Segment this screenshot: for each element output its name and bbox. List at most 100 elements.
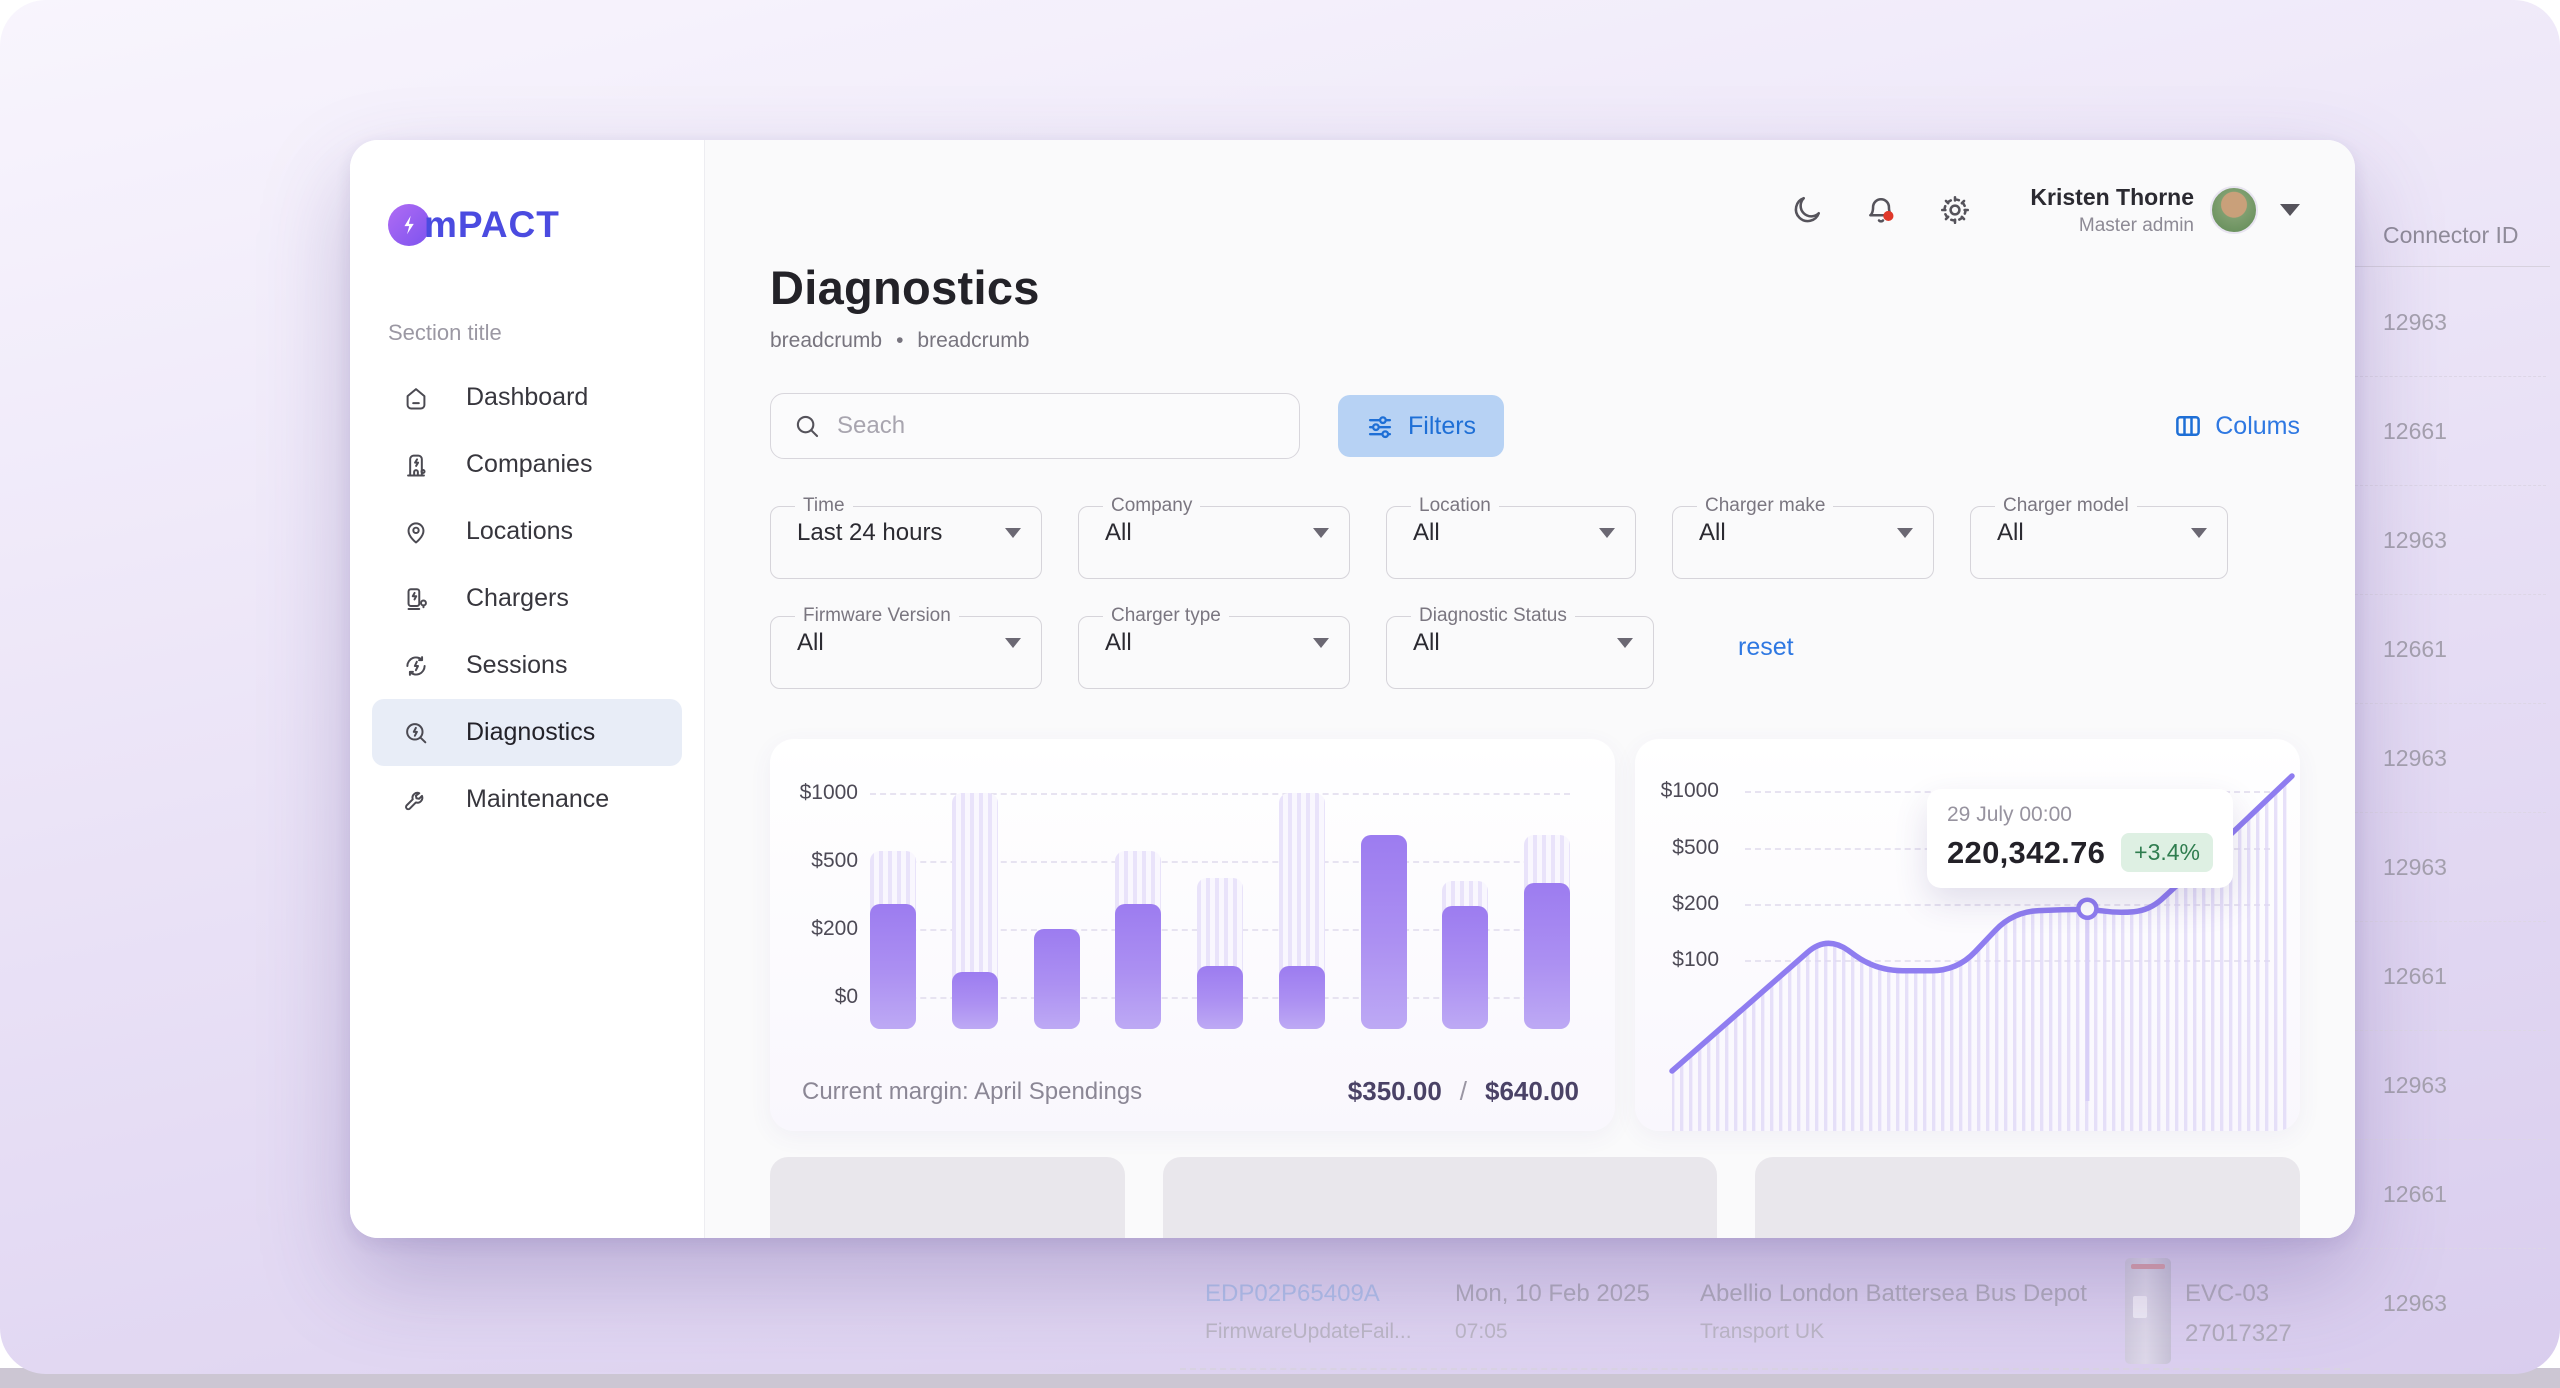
sidebar-item-dashboard[interactable]: Dashboard bbox=[372, 364, 682, 431]
columns-label: Colums bbox=[2215, 411, 2300, 440]
current-spend-value: $350.00 bbox=[1347, 1076, 1442, 1106]
filter-value: All bbox=[797, 629, 824, 656]
notifications-button[interactable] bbox=[1864, 193, 1898, 227]
columns-button[interactable]: Colums bbox=[2173, 411, 2300, 441]
y-tick: $0 bbox=[834, 985, 858, 1008]
filters-button[interactable]: Filters bbox=[1338, 395, 1505, 457]
location-filter[interactable]: Location All bbox=[1386, 495, 1636, 579]
y-tick: $1000 bbox=[799, 781, 858, 804]
charger-model-label: EVC-03 bbox=[2185, 1280, 2270, 1307]
filter-label: Company bbox=[1111, 495, 1193, 516]
sidebar: mPACT Section title Dashboard Companies … bbox=[350, 140, 705, 1238]
charger-type-filter[interactable]: Charger type All bbox=[1078, 605, 1350, 689]
filter-value: All bbox=[1997, 519, 2024, 546]
bell-icon bbox=[1869, 198, 1894, 223]
chart-footer: Current margin: April Spendings $350.00 … bbox=[802, 1076, 1579, 1107]
sidebar-item-label: Diagnostics bbox=[466, 718, 596, 746]
table-row: 12963 bbox=[2355, 486, 2546, 595]
diagnostic-status-filter[interactable]: Diagnostic Status All bbox=[1386, 605, 1654, 689]
page-title: Diagnostics bbox=[770, 261, 1040, 314]
sliders-icon bbox=[1368, 416, 1392, 439]
sidebar-item-companies[interactable]: Companies bbox=[372, 431, 682, 498]
logo-text-m: m bbox=[424, 204, 458, 245]
breadcrumb-item[interactable]: breadcrumb bbox=[770, 329, 883, 352]
background-connector-column: Connector ID 12963 12661 12963 12661 129… bbox=[2355, 0, 2560, 1374]
y-tick: $200 bbox=[811, 917, 858, 940]
settings-button[interactable] bbox=[1938, 193, 1972, 227]
moon-icon bbox=[1795, 196, 1821, 223]
loading-placeholders bbox=[770, 1157, 2300, 1238]
gear-icon bbox=[1941, 195, 1970, 225]
home-icon bbox=[406, 387, 426, 409]
sidebar-item-diagnostics[interactable]: Diagnostics bbox=[372, 699, 682, 766]
firmware-version-filter[interactable]: Firmware Version All bbox=[770, 605, 1042, 689]
connector-id-header: Connector ID bbox=[2383, 222, 2519, 248]
sidebar-item-maintenance[interactable]: Maintenance bbox=[372, 766, 682, 833]
filter-label: Time bbox=[803, 495, 845, 516]
placeholder-block bbox=[770, 1157, 1125, 1238]
user-role: Master admin bbox=[2078, 214, 2194, 236]
charger-model-filter[interactable]: Charger model All bbox=[1970, 495, 2228, 579]
caret-down-icon bbox=[1313, 528, 1329, 538]
caret-down-icon bbox=[1313, 638, 1329, 648]
filter-label: Charger type bbox=[1111, 605, 1221, 626]
filter-label: Charger model bbox=[2003, 495, 2129, 516]
building-icon bbox=[407, 454, 426, 476]
gridline bbox=[870, 861, 1570, 863]
sidebar-item-sessions[interactable]: Sessions bbox=[372, 632, 682, 699]
breadcrumb: breadcrumb • breadcrumb bbox=[770, 329, 2300, 353]
charger-cell: EVC-03 27017327 bbox=[2185, 1280, 2292, 1360]
value-separator: / bbox=[1459, 1076, 1468, 1106]
tooltip-delta-badge: +3.4% bbox=[2121, 833, 2214, 872]
diagnostics-panel: mPACT Section title Dashboard Companies … bbox=[350, 140, 2355, 1238]
date-label: Mon, 10 Feb 2025 bbox=[1455, 1280, 1650, 1307]
sidebar-section-title: Section title bbox=[388, 320, 502, 345]
divider bbox=[2355, 266, 2550, 267]
filter-value: All bbox=[1699, 519, 1726, 546]
table-row: 12963 bbox=[2383, 1290, 2447, 1316]
charger-icon bbox=[407, 587, 427, 610]
placeholder-block bbox=[1755, 1157, 2300, 1238]
search-box[interactable] bbox=[770, 393, 1300, 459]
charger-make-filter[interactable]: Charger make All bbox=[1672, 495, 1934, 579]
filter-value: All bbox=[1105, 629, 1132, 656]
filter-label: Diagnostic Status bbox=[1419, 605, 1567, 626]
sidebar-item-label: Maintenance bbox=[466, 785, 610, 813]
sidebar-item-chargers[interactable]: Chargers bbox=[372, 565, 682, 632]
caret-down-icon bbox=[1005, 528, 1021, 538]
chart-caption: Current margin: April Spendings bbox=[802, 1077, 1143, 1105]
reset-filters-link[interactable]: reset bbox=[1738, 632, 1794, 661]
dashed-divider bbox=[1180, 1368, 2350, 1370]
sidebar-item-locations[interactable]: Locations bbox=[372, 498, 682, 565]
filter-label: Charger make bbox=[1705, 495, 1826, 516]
placeholder-block bbox=[1162, 1157, 1718, 1238]
caret-down-icon bbox=[2191, 528, 2207, 538]
breadcrumb-item[interactable]: breadcrumb bbox=[917, 329, 1030, 352]
sidebar-item-label: Sessions bbox=[466, 651, 568, 679]
user-menu[interactable]: Kristen Thorne Master admin bbox=[2030, 184, 2300, 237]
avatar[interactable] bbox=[2210, 186, 2258, 234]
charge-point-id-link: EDP02P65409A bbox=[1205, 1280, 1380, 1307]
filter-value: All bbox=[1105, 519, 1132, 546]
search-input[interactable] bbox=[837, 412, 1277, 440]
table-row: 12661 bbox=[2355, 377, 2546, 486]
charger-serial-label: 27017327 bbox=[2185, 1320, 2292, 1347]
time-filter[interactable]: Time Last 24 hours bbox=[770, 495, 1042, 579]
chevron-down-icon[interactable] bbox=[2280, 204, 2300, 216]
filter-value: All bbox=[1413, 519, 1440, 546]
y-tick: $500 bbox=[811, 849, 858, 872]
company-filter[interactable]: Company All bbox=[1078, 495, 1350, 579]
location-label: Abellio London Battersea Bus Depot bbox=[1700, 1280, 2087, 1307]
chart-tooltip: 29 July 00:00 220,342.76 +3.4% bbox=[1927, 789, 2234, 888]
table-row: 12661 bbox=[2355, 595, 2546, 704]
caret-down-icon bbox=[1617, 638, 1633, 648]
data-point-marker bbox=[2076, 897, 2099, 920]
charging-session-icon bbox=[406, 655, 426, 676]
line-chart bbox=[1669, 773, 2295, 1131]
filters-label: Filters bbox=[1408, 411, 1477, 440]
dark-mode-toggle[interactable] bbox=[1790, 193, 1824, 227]
charts-row: $1000 $500 $200 $0 bbox=[770, 739, 2300, 1131]
gridline bbox=[870, 793, 1570, 795]
filter-value: Last 24 hours bbox=[797, 519, 943, 546]
filter-row-2: Firmware Version All Charger type All Di… bbox=[770, 605, 2300, 689]
